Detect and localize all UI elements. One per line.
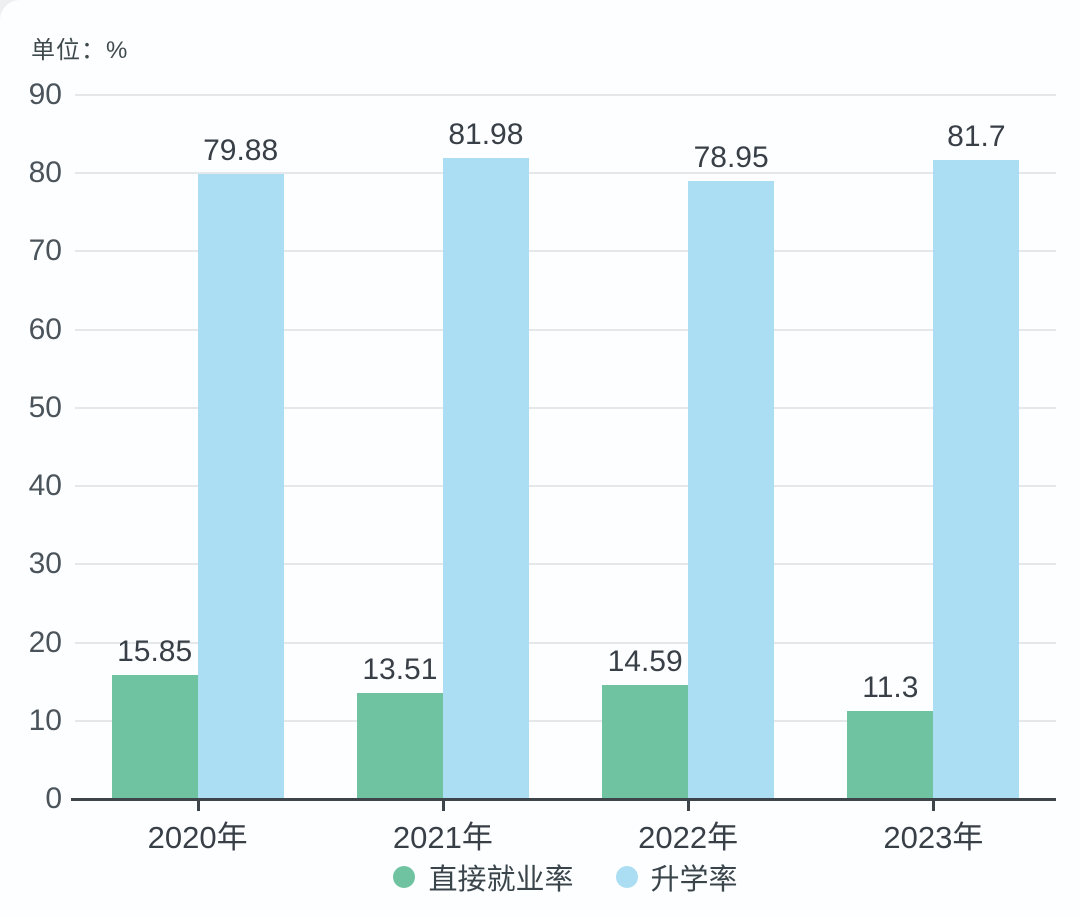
y-tick-label: 70 bbox=[28, 234, 62, 268]
y-tick-label: 50 bbox=[28, 390, 62, 424]
y-tick-label: 20 bbox=[28, 625, 62, 659]
x-tick bbox=[441, 800, 445, 811]
x-tick bbox=[687, 800, 691, 811]
y-tick-label: 10 bbox=[28, 703, 62, 737]
x-tick bbox=[932, 800, 936, 811]
bar-直接就业率-2023年 bbox=[847, 710, 934, 799]
legend-label: 直接就业率 bbox=[428, 864, 574, 896]
legend: 直接就业率 升学率 bbox=[75, 856, 1056, 898]
x-category-label: 2022年 bbox=[638, 820, 739, 855]
bar-直接就业率-2022年 bbox=[602, 684, 689, 799]
value-label: 15.85 bbox=[117, 635, 193, 669]
legend-dot-icon bbox=[393, 866, 416, 888]
bar-升学率-2021年 bbox=[442, 157, 529, 799]
y-tick-label: 0 bbox=[45, 782, 62, 815]
value-label: 11.3 bbox=[862, 670, 919, 704]
value-label: 81.7 bbox=[947, 119, 1006, 153]
value-label: 14.59 bbox=[607, 644, 683, 678]
x-tick bbox=[196, 800, 200, 811]
value-label: 13.51 bbox=[362, 653, 438, 687]
x-category-label: 2021年 bbox=[392, 820, 493, 855]
x-category-label: 2020年 bbox=[147, 820, 248, 855]
legend-label: 升学率 bbox=[650, 864, 738, 896]
grid-line bbox=[75, 641, 1056, 644]
bar-直接就业率-2020年 bbox=[111, 675, 198, 799]
legend-item-直接就业率[interactable]: 直接就业率 bbox=[393, 856, 574, 898]
y-tick-label: 40 bbox=[28, 469, 62, 503]
y-tick-label: 60 bbox=[28, 312, 62, 346]
bar-升学率-2022年 bbox=[688, 181, 775, 799]
value-label: 81.98 bbox=[448, 117, 524, 151]
grid-line bbox=[75, 406, 1056, 409]
y-tick-label: 30 bbox=[28, 547, 62, 581]
grid-line bbox=[75, 719, 1056, 722]
x-axis-line bbox=[71, 798, 1056, 801]
grid-line bbox=[75, 94, 1056, 96]
bar-升学率-2023年 bbox=[933, 159, 1020, 799]
y-tick-label: 90 bbox=[28, 78, 62, 111]
x-category-label: 2023年 bbox=[883, 820, 984, 855]
bar-直接就业率-2021年 bbox=[356, 693, 443, 799]
grid-line bbox=[75, 563, 1056, 566]
value-label: 78.95 bbox=[693, 141, 769, 175]
grid-line bbox=[75, 485, 1056, 488]
legend-dot-icon bbox=[615, 866, 638, 888]
grid-line bbox=[75, 172, 1056, 175]
bar-升学率-2020年 bbox=[197, 174, 284, 799]
unit-label: 单位：% bbox=[31, 37, 129, 64]
legend-item-升学率[interactable]: 升学率 bbox=[615, 856, 738, 898]
grid-line bbox=[75, 250, 1056, 253]
value-label: 79.88 bbox=[203, 134, 279, 168]
grid-line bbox=[75, 328, 1056, 331]
y-tick-label: 80 bbox=[28, 156, 62, 190]
